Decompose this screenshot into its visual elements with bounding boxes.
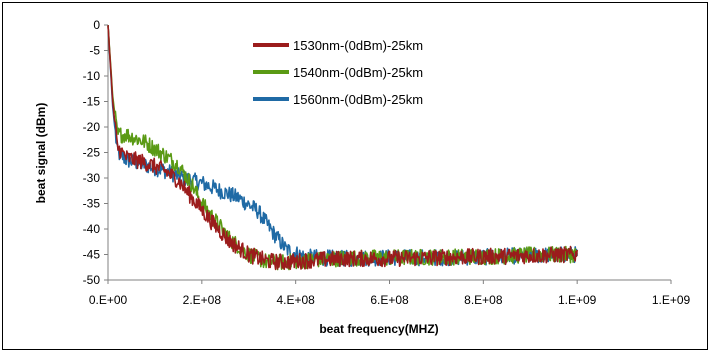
- y-tick-label: -20: [83, 120, 101, 134]
- series-group: [107, 24, 578, 271]
- x-tick-label: 8.E+08: [464, 293, 503, 307]
- x-tick-label: 0.E+00: [89, 293, 128, 307]
- x-axis-label: beat frequency(MHZ): [319, 322, 438, 336]
- x-tick-label: 2.E+08: [183, 293, 222, 307]
- series-line-0: [107, 24, 578, 271]
- y-tick-label: -30: [83, 171, 101, 185]
- y-axis-ticks: 0 -5 -10 -15 -20 -25 -30 -35 -40 -45 -50: [83, 18, 108, 287]
- x-tick-label: 1.E+09: [652, 293, 691, 307]
- legend: 1530nm-(0dBm)-25km 1540nm-(0dBm)-25km 1560…: [253, 38, 423, 107]
- legend-label: 1560nm-(0dBm)-25km: [293, 92, 423, 107]
- y-tick-label: -45: [83, 248, 101, 262]
- legend-label: 1530nm-(0dBm)-25km: [293, 38, 423, 53]
- x-axis-ticks: 0.E+00 2.E+08 4.E+08 6.E+08 8.E+08 1.E+09 1.E+…: [89, 280, 691, 307]
- x-tick-label: 1.E+09: [558, 293, 597, 307]
- series-line-2: [107, 24, 578, 267]
- legend-label: 1540nm-(0dBm)-25km: [293, 65, 423, 80]
- y-tick-label: -35: [83, 197, 101, 211]
- chart-svg: 0 -5 -10 -15 -20 -25 -30 -35 -40 -45 -50 0.E+00 2.E…: [34, 18, 691, 336]
- chart-frame: 0 -5 -10 -15 -20 -25 -30 -35 -40 -45 -50 0.E+00 2.E…: [2, 2, 708, 350]
- y-tick-label: -40: [83, 222, 101, 236]
- y-tick-label: -10: [83, 69, 101, 83]
- series-line-1: [107, 24, 578, 271]
- y-axis-label: beat signal (dBm): [34, 103, 48, 204]
- plot-border: [107, 25, 671, 281]
- x-tick-label: 6.E+08: [370, 293, 409, 307]
- y-tick-label: -15: [83, 95, 101, 109]
- x-tick-label: 4.E+08: [276, 293, 315, 307]
- y-tick-label: -25: [83, 146, 101, 160]
- y-tick-label: 0: [93, 18, 100, 32]
- y-tick-label: -5: [89, 44, 100, 58]
- y-tick-label: -50: [83, 273, 101, 287]
